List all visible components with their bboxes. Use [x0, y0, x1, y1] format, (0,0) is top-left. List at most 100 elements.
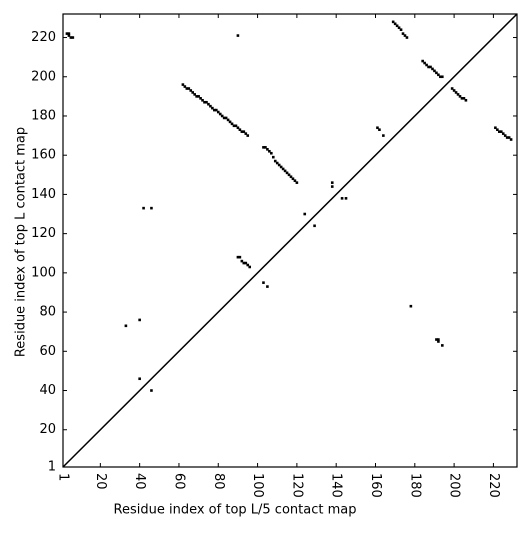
plot-frame	[62, 13, 518, 468]
contact-point	[291, 177, 295, 181]
x-tick-label: 40	[132, 473, 147, 490]
y-axis-label: Residue index of top L contact map	[14, 127, 29, 357]
contact-point	[391, 20, 395, 24]
contact-point	[216, 110, 220, 114]
contact-point	[382, 134, 385, 137]
contact-point	[503, 134, 507, 137]
y-tick-label: 160	[31, 148, 56, 163]
contact-point	[271, 155, 275, 159]
contact-point	[403, 34, 407, 37]
contact-point	[435, 338, 438, 341]
x-tick-label: 120	[289, 473, 304, 498]
y-tick-label: 60	[39, 344, 56, 359]
contact-point	[262, 146, 265, 149]
contact-point	[238, 255, 242, 259]
contact-point	[185, 87, 189, 90]
contact-point	[437, 340, 440, 343]
contact-point	[496, 128, 499, 132]
x-tick-label: 160	[368, 473, 383, 498]
contact-point	[454, 91, 458, 94]
contact-point	[378, 128, 381, 132]
contact-point	[405, 36, 409, 39]
contact-point	[226, 118, 230, 122]
contact-point	[452, 89, 456, 92]
contact-point	[295, 181, 299, 184]
contact-point	[211, 106, 214, 110]
contact-point	[236, 34, 240, 37]
contact-point	[246, 134, 250, 137]
contact-point	[244, 261, 248, 265]
contact-point	[236, 126, 240, 130]
contact-point	[266, 285, 269, 288]
contact-point	[234, 124, 238, 128]
contact-point	[433, 69, 436, 73]
contact-point	[507, 136, 511, 139]
contact-point	[456, 93, 460, 96]
contact-point	[464, 98, 468, 102]
contact-point	[69, 36, 73, 39]
contact-point	[330, 181, 334, 184]
contact-point	[228, 120, 232, 124]
contact-point	[437, 73, 440, 77]
y-tick-label: 180	[31, 108, 56, 123]
x-axis-label: Residue index of top L/5 contact map	[114, 503, 357, 518]
contact-point	[203, 100, 206, 104]
y-tick-label: 200	[31, 69, 56, 84]
contact-point	[213, 108, 216, 112]
contact-point	[277, 163, 281, 167]
y-tick-label: 1	[48, 460, 56, 475]
y-tick-label: 20	[39, 422, 56, 437]
contact-point	[195, 95, 198, 98]
contact-point	[181, 83, 185, 86]
contact-point	[431, 67, 434, 71]
contact-point	[409, 304, 413, 308]
contact-point	[498, 130, 501, 133]
contact-point	[437, 338, 440, 341]
contact-point	[197, 95, 200, 98]
contact-point	[246, 263, 250, 267]
contact-point	[441, 75, 444, 79]
contact-point	[230, 122, 234, 126]
contact-point	[244, 132, 248, 135]
y-tick-label: 40	[39, 383, 56, 398]
diagonal	[62, 13, 518, 468]
contact-point	[313, 224, 316, 228]
y-tick-label: 120	[31, 226, 56, 241]
contact-point	[189, 89, 193, 92]
contact-point	[71, 36, 75, 39]
x-tick-label: 1	[56, 473, 71, 481]
contact-point	[242, 261, 246, 265]
contact-point	[423, 61, 426, 65]
contact-point	[232, 124, 236, 128]
contact-point	[393, 22, 397, 26]
contact-point	[209, 104, 212, 108]
x-tick-label: 60	[171, 473, 186, 490]
contact-point	[344, 197, 348, 200]
contact-point	[460, 97, 464, 100]
contact-point	[187, 87, 191, 90]
contact-point	[264, 146, 267, 149]
y-tick-label: 100	[31, 265, 56, 280]
contact-point	[273, 159, 277, 163]
contact-point	[439, 75, 442, 79]
contact-point	[330, 185, 334, 188]
contact-point	[281, 167, 285, 171]
contact-point	[242, 130, 246, 133]
contact-point	[293, 179, 297, 182]
contact-point	[435, 71, 438, 75]
contact-point	[499, 130, 503, 133]
contact-point	[458, 95, 462, 98]
contact-point	[401, 32, 405, 35]
contact-point	[425, 63, 428, 67]
contact-point	[138, 318, 141, 322]
contact-point	[138, 377, 141, 381]
contact-point	[222, 116, 226, 120]
contact-point	[268, 149, 271, 153]
contact-point	[207, 102, 210, 106]
contact-point	[270, 151, 273, 155]
contact-point	[224, 116, 228, 120]
contact-point	[193, 93, 196, 96]
contact-point	[421, 59, 424, 63]
contact-point	[285, 171, 289, 175]
contact-point	[191, 91, 195, 94]
